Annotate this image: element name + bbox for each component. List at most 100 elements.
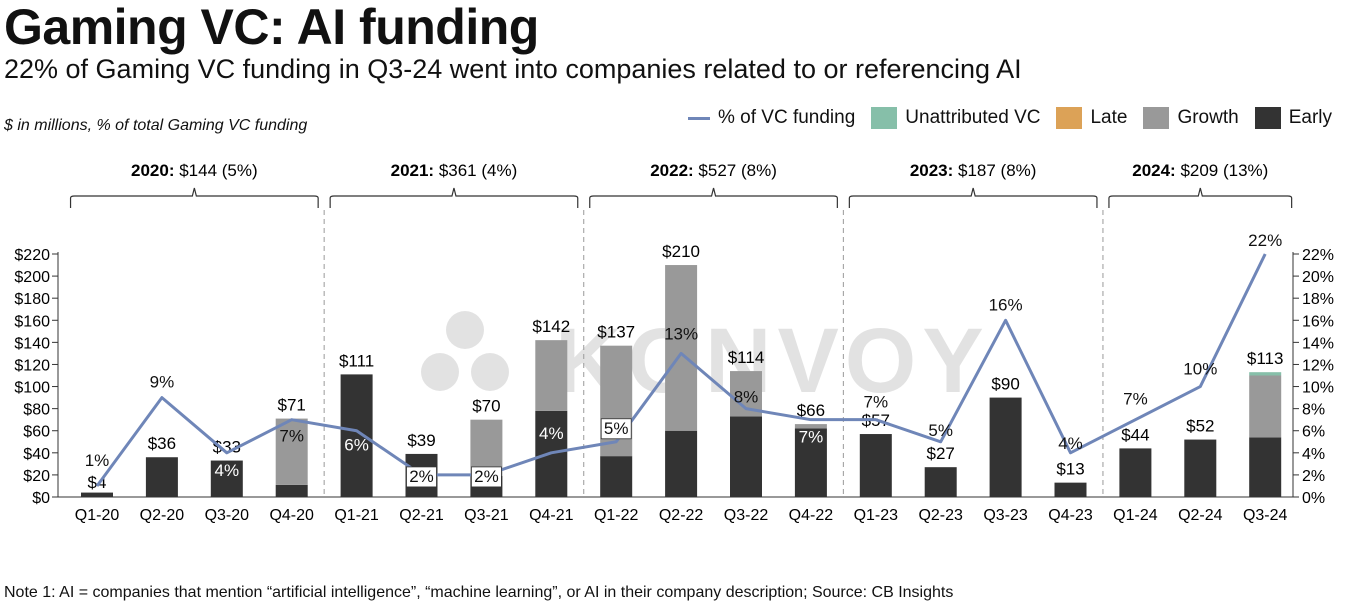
x-tick-label: Q4-21 (529, 507, 574, 524)
bar-early (145, 457, 178, 497)
right-tick-label: 20% (1302, 269, 1334, 286)
x-tick-label: Q3-22 (724, 507, 769, 524)
pct-label: 5% (604, 419, 629, 438)
bar-early (1054, 482, 1087, 497)
pct-label: 7% (799, 428, 824, 447)
bar-total-label: $33 (213, 438, 241, 457)
bar-growth (1249, 375, 1282, 438)
bar-total-label: $137 (597, 323, 635, 342)
left-tick-label: $0 (32, 490, 50, 507)
legend-label: % of VC funding (717, 107, 856, 128)
right-tick-label: 2% (1302, 468, 1325, 485)
year-label: 2022: $527 (8%) (650, 161, 777, 180)
bar-total-label: $142 (532, 317, 570, 336)
legend-swatch (1254, 107, 1281, 129)
pct-label-box (600, 418, 632, 440)
legend-label: Late (1090, 107, 1128, 128)
legend-swatch (687, 116, 710, 120)
left-tick-label: $20 (23, 468, 50, 485)
x-tick-label: Q4-20 (269, 507, 314, 524)
pct-label: 6% (344, 436, 369, 455)
pct-label: 9% (150, 373, 175, 392)
year-label: 2023: $187 (8%) (910, 161, 1037, 180)
legend: % of VC funding Unattributed VC Late Growth… (672, 107, 1332, 129)
bar-early (665, 430, 698, 497)
footnote: Note 1: AI = companies that mention “art… (4, 584, 954, 601)
bar-early (340, 374, 373, 497)
left-tick-label: $100 (14, 380, 50, 397)
year-label: 2024: $209 (13%) (1132, 161, 1268, 180)
pct-label: 1% (85, 451, 110, 470)
x-tick-label: Q2-23 (918, 507, 963, 524)
right-tick-label: 8% (1302, 402, 1325, 419)
x-tick-label: Q3-20 (205, 507, 250, 524)
right-tick-label: 10% (1302, 380, 1334, 397)
bar-total-label: $44 (1121, 425, 1149, 444)
watermark-logo (421, 311, 509, 391)
right-tick-label: 4% (1302, 446, 1325, 463)
pct-label: 4% (539, 424, 564, 443)
x-tick-label: Q4-23 (1048, 507, 1093, 524)
bar-early (859, 434, 892, 497)
bar-growth (275, 418, 308, 485)
pct-label: 4% (1058, 434, 1083, 453)
year-label: 2020: $144 (5%) (131, 161, 258, 180)
bar-total-label: $39 (407, 431, 435, 450)
x-tick-label: Q1-24 (1113, 507, 1158, 524)
x-tick-label: Q2-22 (659, 507, 704, 524)
left-tick-label: $80 (23, 402, 50, 419)
bar-early (1119, 448, 1152, 497)
year-bracket (329, 187, 579, 208)
bar-total-label: $66 (797, 401, 825, 420)
legend-swatch (1056, 107, 1083, 129)
units-note: $ in millions, % of total Gaming VC fund… (4, 117, 308, 134)
legend-label: Growth (1177, 107, 1239, 128)
right-tick-label: 22% (1302, 247, 1334, 264)
pct-label: 8% (734, 388, 759, 407)
year-bracket (69, 187, 319, 208)
pct-label: 7% (864, 393, 889, 412)
bar-growth (665, 265, 698, 431)
pct-line (95, 253, 1267, 487)
x-tick-label: Q2-20 (140, 507, 185, 524)
pct-label: 7% (279, 427, 304, 446)
right-tick-label: 0% (1302, 490, 1325, 507)
legend-swatch (871, 107, 898, 129)
left-tick-label: $40 (23, 446, 50, 463)
bar-early (1249, 437, 1282, 497)
left-tick-label: $140 (14, 335, 50, 352)
bar-total-label: $52 (1186, 417, 1214, 436)
bar-early (275, 484, 308, 497)
bar-early (730, 416, 762, 497)
bar-total-label: $13 (1056, 460, 1084, 479)
pct-label: 4% (215, 461, 240, 480)
pct-label-box (470, 466, 502, 488)
left-tick-label: $60 (23, 424, 50, 441)
bar-early (1184, 439, 1217, 497)
x-tick-label: Q1-21 (334, 507, 379, 524)
right-tick-label: 18% (1302, 291, 1334, 308)
legend-item-late: Late (1056, 107, 1127, 129)
bar-early (794, 428, 827, 497)
bar-early (924, 467, 957, 497)
legend-item-growth: Growth (1143, 107, 1239, 129)
pct-label: 2% (474, 467, 499, 486)
x-tick-label: Q1-20 (75, 507, 120, 524)
left-tick-label: $120 (14, 357, 50, 374)
bar-total-label: $111 (339, 351, 374, 370)
bar-total-label: $113 (1247, 349, 1284, 368)
right-tick-label: 6% (1302, 424, 1325, 441)
bar-total-label: $36 (148, 434, 176, 453)
pct-label: 10% (1183, 360, 1217, 379)
bar-early (989, 397, 1022, 497)
pct-label: 5% (928, 421, 953, 440)
pct-label: 7% (1123, 390, 1148, 409)
bar-growth (535, 340, 568, 411)
legend-item--of-vc-funding: % of VC funding (687, 107, 856, 129)
pct-label: 16% (989, 295, 1023, 314)
left-tick-label: $200 (14, 269, 50, 286)
pct-label: 13% (664, 324, 698, 343)
bar-growth (794, 424, 827, 429)
right-tick-label: 12% (1302, 357, 1334, 374)
x-tick-label: Q3-24 (1243, 507, 1288, 524)
